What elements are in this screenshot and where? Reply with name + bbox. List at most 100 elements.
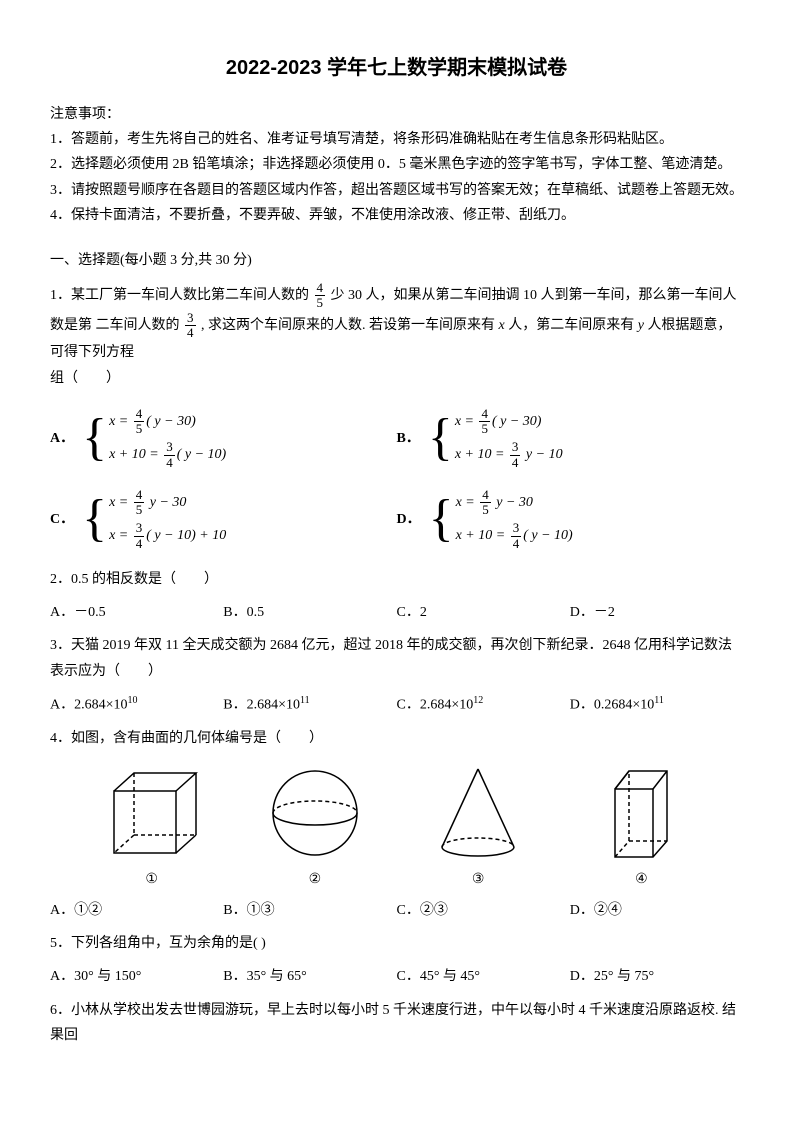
prism-icon [591,763,691,863]
q1-option-a: A． { x = 45( y − 30) x + 10 = 34( y − 10… [50,405,397,472]
frac-den: 5 [315,296,326,310]
frac-den: 4 [134,537,145,551]
frac-den: 5 [480,503,491,517]
shape-label: ③ [397,867,560,892]
q3-option-c: C．2.684×1012 [397,692,570,718]
frac-den: 4 [185,326,196,340]
eq-text: ( y − 10) + 10 [146,528,226,543]
q5-options: A．30° 与 150° B．35° 与 65° C．45° 与 45° D．2… [50,964,743,989]
shape-label: ② [233,867,396,892]
eq-text: x + 10 = [109,447,162,462]
opt-label: C． [397,697,420,712]
fraction: 45 [315,281,326,311]
q3-option-a: A．2.684×1010 [50,692,223,718]
question-3: 3．天猫 2019 年双 11 全天成交额为 2684 亿元，超过 2018 年… [50,633,743,683]
opt-base: 2.684×10 [247,697,300,712]
q3-option-b: B．2.684×1011 [223,692,396,718]
question-5: 5．下列各组角中，互为余角的是( ) [50,931,743,956]
equation-system: { x = 45 y − 30 x + 10 = 34( y − 10) [429,486,573,553]
frac-num: 3 [510,440,521,455]
eq-text: ( y − 30) [146,414,196,429]
cube-icon [102,763,202,863]
eq-text: x = [109,414,132,429]
fraction: 45 [479,407,490,437]
question-4: 4．如图，含有曲面的几何体编号是（ ） [50,726,743,751]
opt-exp: 11 [300,695,310,706]
eq-text: y − 30 [493,495,533,510]
equation-system: { x = 45 y − 30 x = 34( y − 10) + 10 [82,486,226,553]
q4-option-c: C．②③ [397,898,570,923]
notice-item: 4．保持卡面清洁，不要折叠，不要弄破、弄皱，不准使用涂改液、修正带、刮纸刀。 [50,203,743,228]
option-label: C． [50,507,74,532]
eq-text: x = [109,528,132,543]
frac-den: 4 [164,456,175,470]
q4-option-b: B．①③ [223,898,396,923]
q5-option-a: A．30° 与 150° [50,964,223,989]
notice-item: 2．选择题必须使用 2B 铅笔填涂；非选择题必须使用 0．5 毫米黑色字迹的签字… [50,152,743,177]
brace-icon: { [429,501,454,537]
q4-option-a: A．①② [50,898,223,923]
brace-icon: { [428,420,453,456]
frac-num: 4 [315,281,326,296]
brace-icon: { [82,420,107,456]
fraction: 34 [511,521,522,551]
notice-header: 注意事项： [50,102,743,127]
q1-option-c: C． { x = 45 y − 30 x = 34( y − 10) + 10 [50,486,397,553]
var-x: x [499,318,505,333]
shapes-row: ① ② ③ [50,763,743,892]
shape-cone: ③ [397,763,560,892]
equation-system: { x = 45( y − 30) x + 10 = 34( y − 10) [82,405,226,472]
fraction: 45 [134,407,145,437]
opt-exp: 12 [473,695,483,706]
frac-den: 4 [511,537,522,551]
fraction: 34 [185,311,196,341]
shape-sphere: ② [233,763,396,892]
q2-option-b: B．0.5 [223,600,396,625]
fraction: 45 [134,488,145,518]
q1-options-row1: A． { x = 45( y − 30) x + 10 = 34( y − 10… [50,405,743,472]
shape-prism: ④ [560,763,723,892]
opt-exp: 10 [128,695,138,706]
question-1: 1．某工厂第一车间人数比第二车间人数的 45 少 30 人，如果从第二车间抽调 … [50,281,743,391]
q3-options: A．2.684×1010 B．2.684×1011 C．2.684×1012 D… [50,692,743,718]
shape-label: ④ [560,867,723,892]
q5-option-b: B．35° 与 65° [223,964,396,989]
opt-base: 2.684×10 [74,697,127,712]
option-label: D． [397,507,421,532]
frac-num: 4 [480,488,491,503]
q3-option-d: D．0.2684×1011 [570,692,743,718]
q1-options-row2: C． { x = 45 y − 30 x = 34( y − 10) + 10 … [50,486,743,553]
eq-text: x = [109,495,132,510]
frac-den: 5 [479,422,490,436]
page-title: 2022-2023 学年七上数学期末模拟试卷 [50,50,743,86]
eq-text: x + 10 = [456,528,509,543]
q1-option-d: D． { x = 45 y − 30 x + 10 = 34( y − 10) [397,486,744,553]
frac-den: 5 [134,503,145,517]
eq-text: x + 10 = [455,447,508,462]
opt-base: 2.684×10 [420,697,473,712]
frac-den: 5 [134,422,145,436]
frac-num: 4 [134,488,145,503]
equation-system: { x = 45( y − 30) x + 10 = 34 y − 10 [428,405,563,472]
var-y: y [638,318,644,333]
q1-stem-part: 二车间人数的 [96,318,180,333]
option-label: A． [50,426,74,451]
q4-option-d: D．②④ [570,898,743,923]
eq-text: x = [455,414,478,429]
eq-text: ( y − 10) [523,528,573,543]
sphere-icon [265,763,365,863]
q1-stem-part: 1．某工厂第一车间人数比第二车间人数的 [50,288,309,303]
question-6: 6．小林从学校出发去世博园游玩，早上去时以每小时 5 千米速度行进，中午以每小时… [50,998,743,1048]
q2-option-d: D．－2 [570,600,743,625]
eq-text: ( y − 30) [492,414,542,429]
frac-num: 3 [185,311,196,326]
brace-icon: { [82,501,107,537]
shape-cube: ① [70,763,233,892]
cone-icon [428,763,528,863]
q1-stem-part: , 求这两个车间原来的人数. 若设第一车间原来有 [201,318,499,333]
q2-option-c: C．2 [397,600,570,625]
frac-num: 4 [479,407,490,422]
q2-option-a: A．－0.5 [50,600,223,625]
notice-block: 注意事项： 1．答题前，考生先将自己的姓名、准考证号填写清楚，将条形码准确粘贴在… [50,102,743,228]
q4-options: A．①② B．①③ C．②③ D．②④ [50,898,743,923]
